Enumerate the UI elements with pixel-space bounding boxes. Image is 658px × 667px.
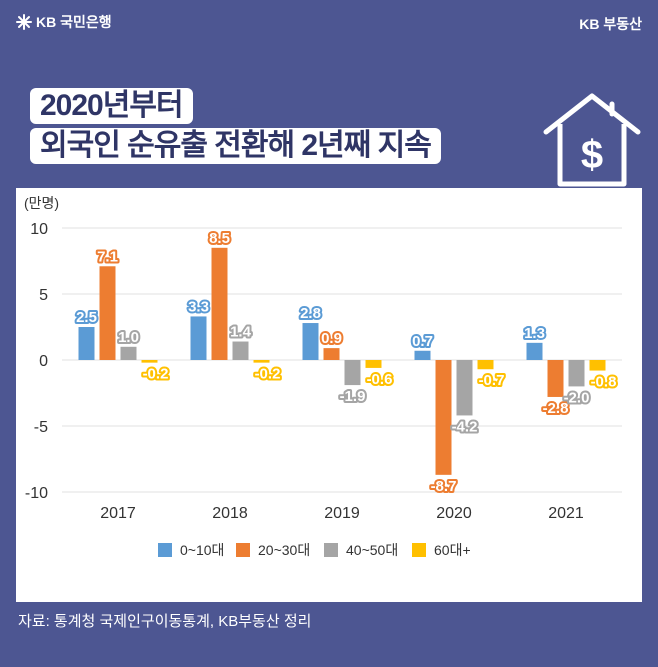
data-label: -2.0 <box>564 389 590 406</box>
bar <box>141 360 158 363</box>
x-tick-label: 2018 <box>212 505 248 522</box>
bar <box>414 350 431 360</box>
data-label: -0.2 <box>143 366 169 383</box>
y-tick-label: 5 <box>39 287 48 304</box>
legend-swatch <box>412 543 426 557</box>
top-bar: KB 국민은행 KB 부동산 <box>16 10 642 34</box>
data-label: -0.8 <box>591 374 617 391</box>
bar <box>589 360 606 371</box>
bar <box>190 316 207 360</box>
data-label: -4.2 <box>452 418 478 435</box>
kb-star-icon <box>16 14 32 30</box>
data-label: 1.3 <box>524 325 545 342</box>
bar <box>232 341 249 360</box>
data-label: -1.9 <box>340 388 366 405</box>
legend-swatch <box>236 543 250 557</box>
kb-realestate-logo: KB 부동산 <box>579 16 642 32</box>
bar <box>211 247 228 360</box>
bar <box>547 360 564 397</box>
data-label: 1.4 <box>230 324 252 341</box>
data-label: 3.3 <box>188 298 209 315</box>
data-label: -8.7 <box>431 478 457 495</box>
y-axis-label: (만명) <box>24 195 59 211</box>
data-label: -2.8 <box>543 400 569 417</box>
bar <box>120 346 137 360</box>
bar <box>253 360 270 363</box>
data-label: 2.5 <box>76 309 97 326</box>
legend-label: 40~50대 <box>346 542 398 558</box>
x-tick-label: 2021 <box>548 505 584 522</box>
legend-label: 0~10대 <box>180 542 224 558</box>
kb-bank-logo-text: KB 국민은행 <box>36 14 112 30</box>
svg-text:$: $ <box>581 133 603 177</box>
legend-swatch <box>158 543 172 557</box>
bar <box>435 360 452 475</box>
data-label: 0.9 <box>321 330 342 347</box>
title-line-1: 2020년부터 <box>30 88 193 124</box>
bar <box>302 323 319 360</box>
y-tick-label: 0 <box>39 353 48 370</box>
data-label: 7.1 <box>97 248 118 265</box>
legend-label: 60대+ <box>434 542 471 558</box>
data-label: -0.7 <box>479 372 505 389</box>
bar <box>568 360 585 387</box>
bar <box>99 266 116 360</box>
legend-swatch <box>324 543 338 557</box>
data-label: 1.0 <box>118 329 139 346</box>
x-tick-label: 2019 <box>324 505 360 522</box>
title-block: 2020년부터 외국인 순유출 전환해 2년째 지속 <box>30 88 441 168</box>
y-tick-label: -10 <box>25 485 48 502</box>
legend-label: 20~30대 <box>258 542 310 558</box>
data-label: 2.8 <box>300 305 321 322</box>
bar <box>344 360 361 386</box>
y-tick-label: 10 <box>30 221 48 238</box>
title-line-2: 외국인 순유출 전환해 2년째 지속 <box>30 128 441 164</box>
bar <box>323 348 340 360</box>
data-label: 0.7 <box>412 333 433 350</box>
bar <box>78 327 95 360</box>
chart-panel: (만명) 10 5 0 -5 -10 2.5 7.1 1.0 -0.2 2017 3.3 8.5 1.4 -… <box>16 188 642 602</box>
data-label: -0.2 <box>255 366 281 383</box>
bar <box>365 360 382 368</box>
bar-chart: (만명) 10 5 0 -5 -10 2.5 7.1 1.0 -0.2 2017 3.3 8.5 1.4 -… <box>24 195 622 558</box>
bar <box>456 360 473 416</box>
x-tick-label: 2017 <box>100 505 136 522</box>
bar <box>477 360 494 370</box>
house-dollar-icon: $ <box>543 93 641 187</box>
data-label: 8.5 <box>209 230 230 247</box>
bar <box>526 342 543 360</box>
source-note: 자료: 통계청 국제인구이동통계, KB부동산 정리 <box>18 613 312 630</box>
y-tick-label: -5 <box>34 419 48 436</box>
kb-bank-logo: KB 국민은행 <box>16 12 112 32</box>
data-label: -0.6 <box>367 371 393 388</box>
x-tick-label: 2020 <box>436 505 472 522</box>
